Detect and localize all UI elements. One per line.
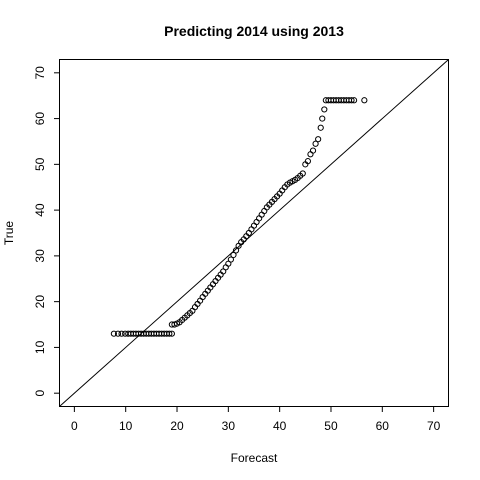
- y-tick-label: 30: [33, 249, 47, 263]
- x-axis: 0 10 20 30 40 50 60 70: [71, 406, 441, 433]
- data-point: [319, 115, 326, 122]
- data-point: [350, 97, 358, 104]
- data-points-layer: [110, 97, 368, 337]
- data-point: [321, 106, 328, 113]
- y-tick-label: 70: [33, 66, 47, 80]
- y-tick-label: 40: [33, 203, 47, 217]
- data-point: [110, 330, 117, 337]
- y-axis-label: True: [2, 221, 16, 246]
- data-point: [307, 151, 314, 158]
- y-tick-label: 60: [33, 112, 47, 126]
- x-tick-label: 10: [119, 419, 133, 433]
- x-tick-label: 0: [71, 419, 78, 433]
- y-tick-label: 0: [33, 390, 47, 397]
- data-point: [348, 97, 355, 104]
- x-tick-label: 60: [376, 419, 390, 433]
- data-point: [250, 222, 258, 229]
- data-point: [114, 330, 122, 337]
- data-point: [315, 136, 322, 143]
- x-axis-label: Forecast: [231, 451, 278, 465]
- data-point: [261, 207, 268, 215]
- x-tick-label: 30: [222, 419, 236, 433]
- data-point: [317, 124, 324, 131]
- data-point: [235, 242, 242, 249]
- y-tick-label: 20: [33, 295, 47, 309]
- x-tick-label: 40: [273, 419, 287, 433]
- x-tick-label: 50: [324, 419, 338, 433]
- data-point: [304, 158, 311, 165]
- data-point: [312, 140, 319, 147]
- plot-frame: [59, 59, 449, 407]
- data-point: [232, 247, 240, 254]
- data-point: [253, 218, 260, 226]
- data-point: [166, 330, 173, 337]
- reference-line: [59, 59, 449, 407]
- data-point: [299, 170, 306, 177]
- y-tick-label: 10: [33, 340, 47, 354]
- data-point: [256, 215, 263, 222]
- data-point: [118, 330, 125, 337]
- data-point: [227, 256, 235, 263]
- data-point: [230, 251, 237, 259]
- data-point: [361, 97, 368, 104]
- chart-title: Predicting 2014 using 2013: [164, 23, 344, 39]
- data-point: [309, 147, 317, 154]
- data-point: [168, 330, 175, 337]
- x-tick-label: 20: [170, 419, 184, 433]
- y-axis: 0 10 20 30 40 50 60 70: [33, 66, 60, 397]
- y-tick-label: 50: [33, 157, 47, 171]
- data-point: [222, 264, 229, 271]
- reference-line-layer: [59, 59, 449, 407]
- x-tick-label: 70: [427, 419, 441, 433]
- data-point: [258, 211, 265, 218]
- data-point: [248, 226, 255, 233]
